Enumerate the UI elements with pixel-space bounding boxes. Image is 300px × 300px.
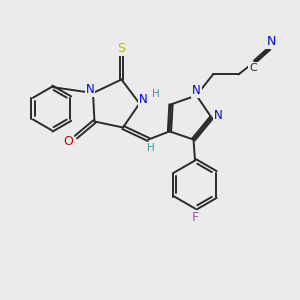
Text: N: N: [267, 35, 277, 49]
Text: N: N: [192, 84, 201, 98]
Text: O: O: [64, 135, 73, 148]
Text: C: C: [249, 63, 257, 73]
Text: S: S: [118, 41, 125, 55]
Text: N: N: [85, 83, 94, 96]
Text: N: N: [214, 109, 223, 122]
Text: H: H: [152, 89, 160, 99]
Text: N: N: [139, 93, 148, 106]
Text: H: H: [147, 143, 155, 153]
Text: F: F: [191, 211, 199, 224]
